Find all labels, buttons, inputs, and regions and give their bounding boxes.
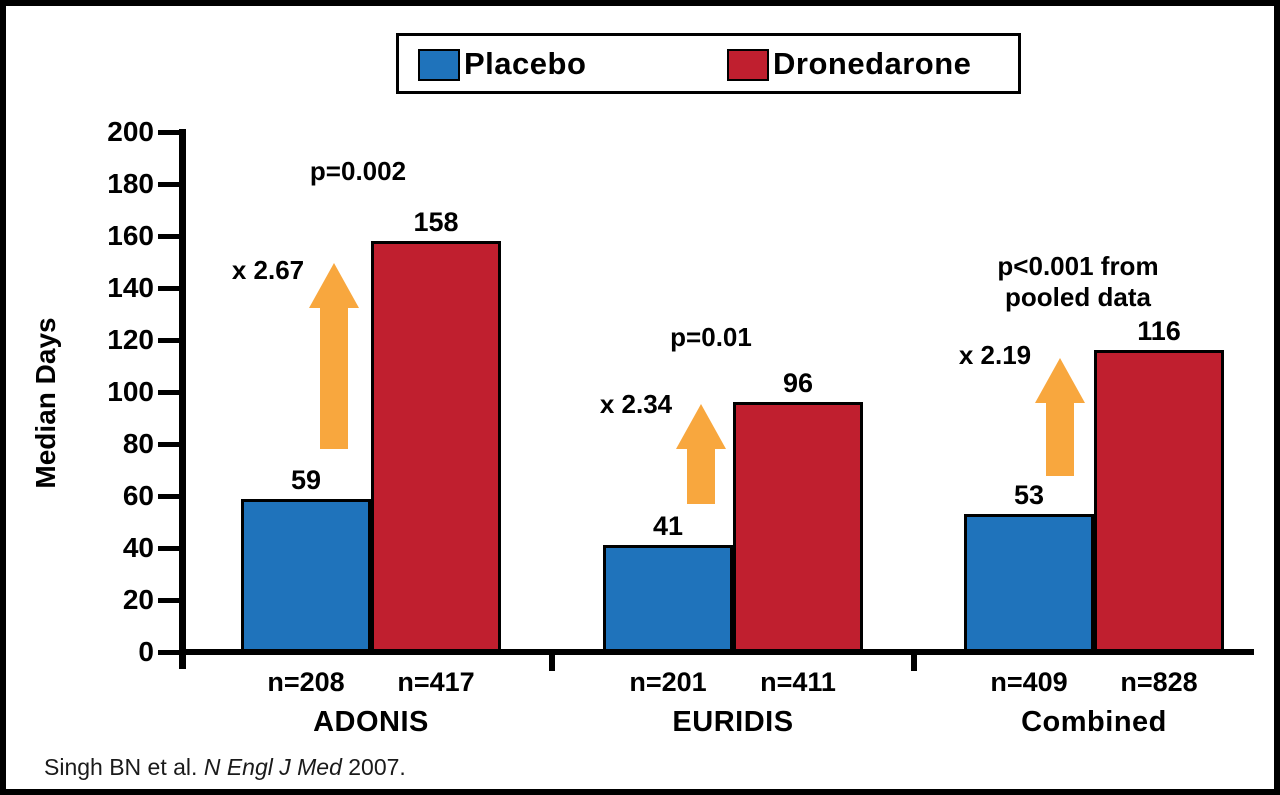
y-axis-title: Median Days [30,317,61,489]
y-axis-tick [158,234,186,239]
bar-placebo-adonis [241,499,371,652]
bar-value-label: 158 [413,207,459,237]
y-axis-tick [158,390,186,395]
y-axis-tick-label: 80 [122,428,154,459]
p-value-label: p=0.002 [309,156,407,186]
category-label: EURIDIS [672,706,794,738]
bar-dronedarone-adonis [371,241,501,652]
bar-value-label: 41 [652,511,684,541]
citation-authors: Singh BN et al. [44,754,204,780]
n-count-label: n=828 [1120,667,1198,697]
bar-value-label: 53 [1013,480,1045,510]
bar-value-label: 116 [1137,316,1181,346]
y-axis-tick [158,546,186,551]
y-axis-tick [158,442,186,447]
p-value-label: p<0.001 from pooled data [997,251,1159,312]
y-axis-tick-label: 180 [107,168,154,199]
up-arrow-icon [676,404,726,509]
y-axis-tick-label: 200 [107,116,154,147]
citation-year: 2007. [341,754,406,780]
y-axis-tick [158,598,186,603]
p-value-label: p=0.01 [670,322,752,352]
legend: Placebo Dronedarone [396,33,1021,94]
x-axis-separator-tick [549,649,555,671]
y-axis-tick-label: 60 [122,480,154,511]
dronedarone-color-swatch [727,49,769,81]
y-axis-tick-label: 160 [107,220,154,251]
y-axis-tick [158,650,186,655]
multiplier-label: x 2.67 [231,255,305,285]
bar-dronedarone-euridis [733,402,863,652]
y-axis-tick-label: 100 [107,376,154,407]
multiplier-label: x 2.34 [599,389,673,419]
y-axis-tick [158,182,186,187]
y-axis-line [179,129,186,669]
y-axis-tick-label: 40 [122,532,154,563]
n-count-label: n=201 [629,667,707,697]
bar-value-label: 59 [290,465,322,495]
legend-label-dronedarone: Dronedarone [773,45,972,81]
x-axis-line [179,649,1254,655]
legend-item-placebo: Placebo [418,36,586,91]
x-axis-separator-tick [911,649,917,671]
up-arrow-icon [309,263,359,454]
bar-dronedarone-combined [1094,350,1224,652]
y-axis-tick-label: 140 [107,272,154,303]
citation: Singh BN et al. N Engl J Med 2007. [44,754,406,781]
y-axis-tick-label: 0 [138,636,154,667]
bar-placebo-euridis [603,545,733,652]
legend-label-placebo: Placebo [464,45,587,81]
n-count-label: n=417 [397,667,475,697]
y-axis-tick [158,286,186,291]
y-axis-tick [158,338,186,343]
placebo-color-swatch [418,49,460,81]
y-axis-tick [158,130,186,135]
category-label: ADONIS [313,706,429,738]
n-count-label: n=208 [267,667,345,697]
legend-item-dronedarone: Dronedarone [727,36,971,91]
y-axis-tick-label: 120 [107,324,154,355]
bar-placebo-combined [964,514,1094,652]
y-axis-tick-label: 20 [122,584,154,615]
up-arrow-icon [1035,358,1085,481]
bar-value-label: 96 [782,368,814,398]
category-label: Combined [1021,706,1167,738]
multiplier-label: x 2.19 [958,340,1032,370]
citation-journal: N Engl J Med [203,754,342,780]
n-count-label: n=411 [760,667,836,697]
y-axis-tick [158,494,186,499]
n-count-label: n=409 [990,667,1068,697]
